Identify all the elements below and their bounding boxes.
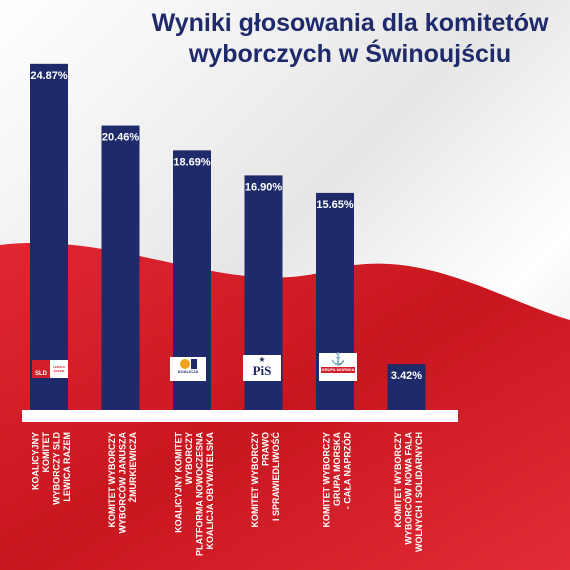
gm-logo-text: GRUPA MORSKA [321, 367, 355, 373]
category-label-5-line-1: KOMITET WYBORCZY [322, 432, 332, 528]
category-label-1-line-1: KOALICYJNY [30, 432, 40, 490]
category-label-3: KOALICYJNY KOMITET WYBORCZY PLATFORMA NOWO… [173, 432, 215, 557]
category-label-2: KOMITET WYBORCZY WYBORCÓW JANUSZA ŻMURKIEW… [107, 432, 138, 534]
grupa-morska-logo: ⚓ GRUPA MORSKA [319, 353, 357, 381]
category-label-6-line-1: KOMITET WYBORCZY [393, 432, 403, 528]
koalicja-obywatelska-logo: KOALICJA [170, 357, 206, 381]
gm-anchor-icon: ⚓ [330, 352, 346, 366]
ko-logo-mark-icon [179, 359, 190, 369]
category-label-6-line-3: WOLNYCH I SOLIDARNYCH [414, 432, 424, 552]
category-label-4-line-2: PRAWO [261, 432, 271, 466]
category-label-2-line-1: KOMITET WYBORCZY [107, 432, 117, 528]
category-label-2-line-2: WYBORCÓW JANUSZA [117, 432, 128, 534]
category-label-5: KOMITET WYBORCZY GRUPA MORSKA - CAŁA NAPRZ… [322, 432, 353, 528]
ko-logo-mark-icon-2 [190, 359, 197, 369]
category-label-3-line-3: PLATFORMA NOWOCZESNA [194, 432, 204, 556]
bar-value-label-6: 3.42% [391, 370, 422, 382]
sld-lewica-razem-logo: SLD LEWICA RAZEM [32, 360, 68, 378]
category-label-4-line-3: I SPRAWIEDLIWOŚĆ [270, 432, 281, 522]
bar-value-label-2: 20.46% [102, 132, 140, 144]
bar-2 [101, 125, 140, 412]
category-label-1-line-4: LEWICA RAZEM [62, 432, 72, 502]
bar-6 [387, 364, 426, 412]
category-label-6-line-2: WYBORCÓW NOWA FALA [403, 432, 414, 545]
category-label-4-line-1: KOMITET WYBORCZY [250, 432, 260, 528]
baseline-bar [22, 410, 458, 422]
pis-logo-text: PiS [252, 363, 272, 378]
bar-value-label-5: 15.65% [316, 199, 354, 211]
chart-title-line-2: wyborczych w Świnoujściu [188, 40, 512, 68]
category-label-3-line-4: KOALICJA OBYWATELSKA [205, 432, 215, 550]
category-label-1-line-2: KOMITET [41, 432, 51, 473]
pis-logo: ★ PiS [243, 355, 281, 381]
bar-value-label-4: 16.90% [245, 181, 283, 193]
category-label-5-line-2: GRUPA MORSKA [332, 432, 342, 507]
category-label-3-line-1: KOALICYJNY KOMITET [173, 432, 183, 533]
category-label-4: KOMITET WYBORCZY PRAWO I SPRAWIEDLIWOŚĆ [250, 432, 281, 528]
razem-logo-text: LEWICA RAZEM [53, 365, 65, 373]
category-label-5-line-3: - CAŁA NAPRZÓD [342, 432, 353, 510]
pis-star-icon: ★ [258, 355, 266, 364]
category-label-2-line-3: ŻMURKIEWICZA [128, 432, 138, 503]
bar-value-label-1: 24.87% [30, 70, 68, 82]
category-label-6: KOMITET WYBORCZY WYBORCÓW NOWA FALA WOLNYC… [393, 432, 424, 552]
bar-1 [30, 63, 68, 412]
ko-logo-text: KOALICJA [177, 369, 199, 374]
bar-value-label-3: 18.69% [173, 156, 211, 168]
category-label-1-line-3: WYBORCZY SLD [51, 432, 61, 505]
category-label-1: KOALICYJNY KOMITET WYBORCZY SLD LEWICA RAZE… [30, 432, 72, 505]
chart-title: Wyniki głosowania dla komitetów wyborczy… [150, 8, 550, 70]
sld-logo-text: SLD [35, 371, 47, 377]
category-label-3-line-2: WYBORCZY [184, 432, 194, 485]
chart-title-line-1: Wyniki głosowania dla komitetów [151, 9, 549, 37]
